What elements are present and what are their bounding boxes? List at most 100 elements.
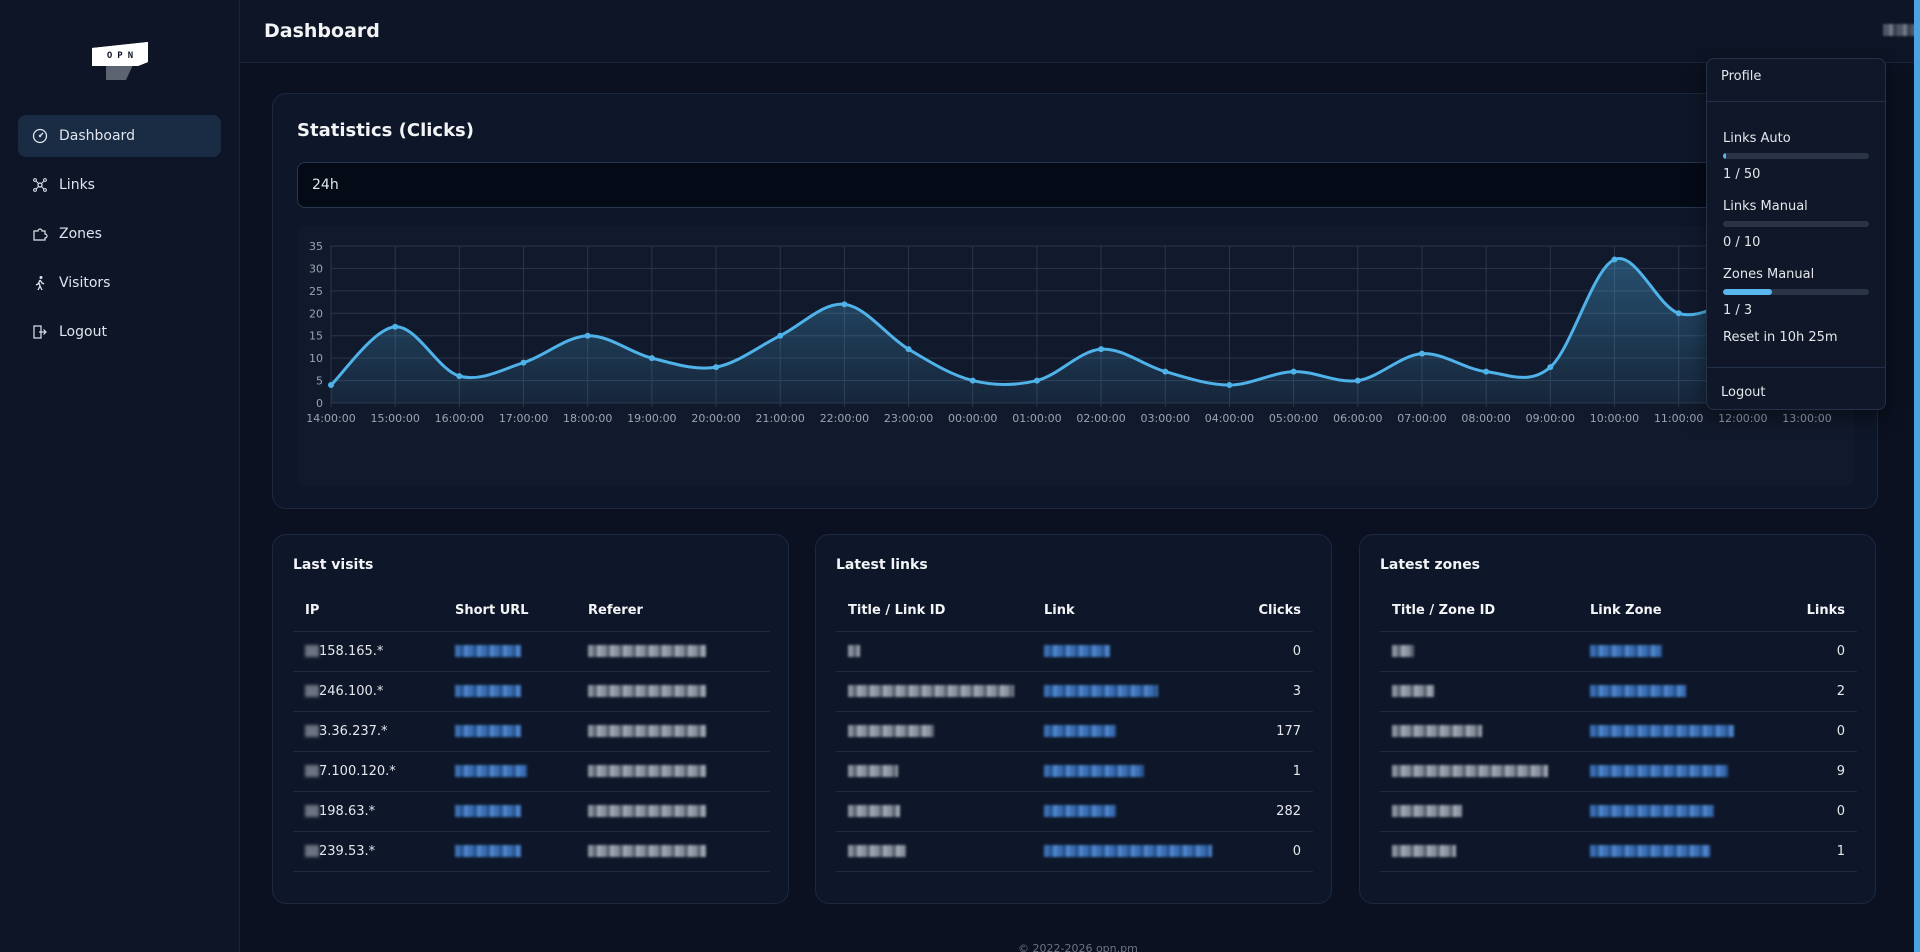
puzzle-icon bbox=[31, 225, 49, 243]
short-url-cell[interactable] bbox=[443, 751, 576, 792]
data-point bbox=[713, 364, 720, 371]
clicks-cell: 3 bbox=[1233, 671, 1313, 712]
clicks-cell: 1 bbox=[1233, 751, 1313, 792]
short-url-cell[interactable] bbox=[443, 631, 576, 672]
dropdown-divider bbox=[1707, 101, 1885, 102]
link-zone-cell[interactable] bbox=[1578, 631, 1777, 672]
link-zone-cell[interactable] bbox=[1578, 671, 1777, 712]
sidebar-item-links[interactable]: Links bbox=[18, 164, 221, 206]
data-point bbox=[905, 346, 912, 353]
sidebar-nav: Dashboard Links Zones Visitors Logout bbox=[18, 115, 221, 360]
range-select[interactable]: 24h bbox=[297, 162, 1854, 208]
table-row: 246.100.* bbox=[293, 671, 770, 712]
link-cell[interactable] bbox=[1032, 831, 1233, 872]
network-icon bbox=[31, 176, 49, 194]
sidebar-item-label: Logout bbox=[59, 324, 107, 340]
table-row: 9 bbox=[1380, 751, 1857, 792]
sidebar-item-zones[interactable]: Zones bbox=[18, 213, 221, 255]
link-cell[interactable] bbox=[1032, 711, 1233, 752]
sidebar-item-dashboard[interactable]: Dashboard bbox=[18, 115, 221, 157]
column-header-ip: IP bbox=[293, 591, 443, 632]
quota-bar-links-auto bbox=[1723, 153, 1869, 159]
link-title-cell bbox=[836, 751, 1032, 792]
y-tick-label: 5 bbox=[316, 375, 323, 388]
link-cell[interactable] bbox=[1032, 671, 1233, 712]
data-point bbox=[456, 373, 463, 380]
ip-cell: 3.36.237.* bbox=[293, 711, 443, 752]
referer-cell bbox=[576, 711, 770, 752]
sidebar-item-label: Zones bbox=[59, 226, 102, 242]
table-row: 1 bbox=[1380, 831, 1857, 872]
links-count-cell: 1 bbox=[1777, 831, 1857, 872]
data-point bbox=[1098, 346, 1105, 353]
clicks-cell: 0 bbox=[1233, 831, 1313, 872]
quota-bar-zones-manual bbox=[1723, 289, 1869, 295]
table-row: 3 bbox=[836, 671, 1313, 712]
user-dropdown-menu: Profile Links Auto 1 / 50 Links Manual 0… bbox=[1706, 58, 1886, 410]
data-point bbox=[584, 332, 591, 339]
ip-text: 158.165.* bbox=[319, 643, 384, 659]
y-tick-label: 20 bbox=[309, 307, 323, 320]
link-title-cell bbox=[836, 791, 1032, 832]
link-zone-cell[interactable] bbox=[1578, 791, 1777, 832]
link-title-cell bbox=[836, 831, 1032, 872]
data-point bbox=[1547, 364, 1554, 371]
x-tick-label: 19:00:00 bbox=[627, 412, 676, 425]
data-point bbox=[648, 355, 655, 362]
data-point bbox=[1162, 368, 1169, 375]
x-tick-label: 22:00:00 bbox=[820, 412, 869, 425]
footer-copyright: © 2022-2026 opn.pm bbox=[1018, 942, 1138, 952]
data-point bbox=[1675, 310, 1682, 317]
short-url-cell[interactable] bbox=[443, 791, 576, 832]
sidebar-item-label: Dashboard bbox=[59, 128, 135, 144]
ip-cell: 239.53.* bbox=[293, 831, 443, 872]
x-tick-label: 14:00:00 bbox=[306, 412, 355, 425]
table-row: 2 bbox=[1380, 671, 1857, 712]
link-title-cell bbox=[836, 631, 1032, 672]
x-tick-label: 23:00:00 bbox=[884, 412, 933, 425]
links-count-cell: 0 bbox=[1777, 631, 1857, 672]
link-cell[interactable] bbox=[1032, 791, 1233, 832]
series-line bbox=[329, 257, 1808, 387]
logo[interactable]: OPN bbox=[92, 40, 148, 80]
latest-links-table: Title / Link ID Link Clicks 0 3 177 1 282 0 bbox=[836, 591, 1313, 872]
last-visits-title: Last visits bbox=[293, 557, 374, 573]
last-visits-card: Last visits IP Short URL Referer 158.165… bbox=[272, 534, 789, 904]
short-url-cell[interactable] bbox=[443, 711, 576, 752]
x-tick-label: 13:00:00 bbox=[1782, 412, 1831, 425]
quota-bar-links-manual bbox=[1723, 221, 1869, 227]
gauge-icon bbox=[31, 127, 49, 145]
link-zone-cell[interactable] bbox=[1578, 831, 1777, 872]
scrollbar[interactable] bbox=[1914, 0, 1920, 952]
column-header-short-url: Short URL bbox=[443, 591, 576, 632]
user-menu-toggle[interactable] bbox=[1883, 24, 1920, 36]
zone-title-cell bbox=[1380, 791, 1578, 832]
ip-cell: 7.100.120.* bbox=[293, 751, 443, 792]
sidebar-item-logout[interactable]: Logout bbox=[18, 311, 221, 353]
profile-menu-item[interactable]: Profile bbox=[1721, 69, 1762, 84]
x-tick-label: 15:00:00 bbox=[370, 412, 419, 425]
sidebar-item-visitors[interactable]: Visitors bbox=[18, 262, 221, 304]
quota-label-links-manual: Links Manual bbox=[1723, 199, 1808, 214]
table-row: 158.165.* bbox=[293, 631, 770, 672]
data-point bbox=[1226, 382, 1233, 389]
column-header-link: Link bbox=[1032, 591, 1233, 632]
logo-text: OPN bbox=[106, 51, 139, 61]
column-header-title-link-id: Title / Link ID bbox=[836, 591, 1032, 632]
x-tick-label: 16:00:00 bbox=[435, 412, 484, 425]
short-url-cell[interactable] bbox=[443, 671, 576, 712]
table-row: 3.36.237.* bbox=[293, 711, 770, 752]
x-tick-label: 07:00:00 bbox=[1397, 412, 1446, 425]
sidebar-item-label: Links bbox=[59, 177, 95, 193]
ip-cell: 158.165.* bbox=[293, 631, 443, 672]
y-tick-label: 25 bbox=[309, 285, 323, 298]
link-zone-cell[interactable] bbox=[1578, 711, 1777, 752]
link-zone-cell[interactable] bbox=[1578, 751, 1777, 792]
statistics-title: Statistics (Clicks) bbox=[297, 120, 474, 141]
data-point bbox=[841, 301, 848, 308]
logout-menu-item[interactable]: Logout bbox=[1721, 385, 1766, 400]
link-cell[interactable] bbox=[1032, 631, 1233, 672]
column-header-link-zone: Link Zone bbox=[1578, 591, 1777, 632]
link-cell[interactable] bbox=[1032, 751, 1233, 792]
short-url-cell[interactable] bbox=[443, 831, 576, 872]
